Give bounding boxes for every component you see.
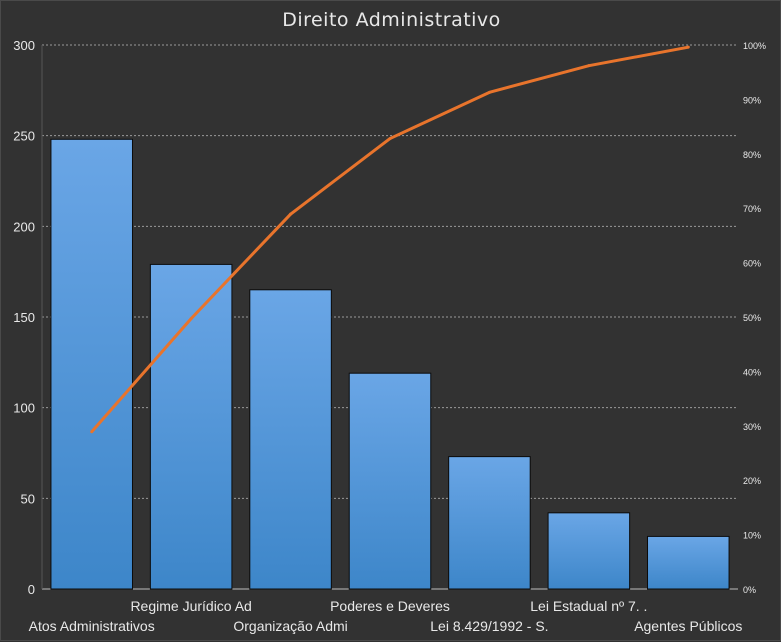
- y2-tick-label: 60%: [743, 259, 761, 269]
- y-tick-label: 300: [13, 38, 35, 53]
- bar: [149, 263, 233, 590]
- bar: [647, 535, 730, 590]
- y-tick-label: 50: [21, 491, 35, 506]
- y2-tick-label: 30%: [743, 422, 761, 432]
- x-tick-label: Lei Estadual nº 7. .: [530, 598, 647, 614]
- cumulative-line: [90, 45, 690, 434]
- x-tick-label: Agentes Públicos: [634, 618, 742, 634]
- y2-tick-label: 70%: [743, 204, 761, 214]
- line-point: [189, 317, 193, 321]
- bar: [249, 289, 332, 590]
- x-tick-label: Atos Administrativos: [29, 618, 155, 634]
- line-point: [289, 212, 293, 216]
- y-axis-right: 0% 10% 20% 30% 40% 50% 60% 70% 80% 90% 100%: [743, 41, 766, 595]
- bar: [348, 372, 432, 590]
- y2-tick-label: 10%: [743, 531, 761, 541]
- bar: [448, 456, 531, 590]
- y-tick-label: 200: [13, 219, 35, 234]
- x-tick-label: Organização Admi: [233, 618, 347, 634]
- y-tick-label: 100: [13, 401, 35, 416]
- y2-tick-label: 50%: [743, 313, 761, 323]
- y-axis-left: 0 50 100 150 200 250 300: [13, 38, 35, 597]
- x-tick-label: Poderes e Deveres: [330, 598, 450, 614]
- y2-tick-label: 80%: [743, 150, 761, 160]
- line-point: [90, 430, 94, 434]
- bars: [50, 138, 730, 590]
- y2-tick-label: 0%: [743, 585, 756, 595]
- chart-title: Direito Administrativo: [282, 9, 501, 31]
- x-tick-label: Regime Jurídico Ad: [130, 598, 251, 614]
- x-tick-label: Lei 8.429/1992 - S.: [430, 618, 548, 634]
- y-tick-label: 150: [13, 310, 35, 325]
- line-point: [487, 90, 491, 94]
- line-point: [686, 45, 690, 49]
- y2-tick-label: 20%: [743, 476, 761, 486]
- y2-tick-label: 40%: [743, 367, 761, 377]
- y2-tick-label: 90%: [743, 95, 761, 105]
- y2-tick-label: 100%: [743, 41, 766, 51]
- bar: [50, 138, 133, 590]
- x-axis: Atos Administrativos Regime Jurídico Ad Or…: [29, 598, 743, 634]
- line-point: [388, 137, 392, 141]
- y-tick-label: 250: [13, 129, 35, 144]
- bar: [547, 512, 631, 590]
- y-tick-label: 0: [28, 582, 35, 597]
- line-point: [587, 64, 591, 68]
